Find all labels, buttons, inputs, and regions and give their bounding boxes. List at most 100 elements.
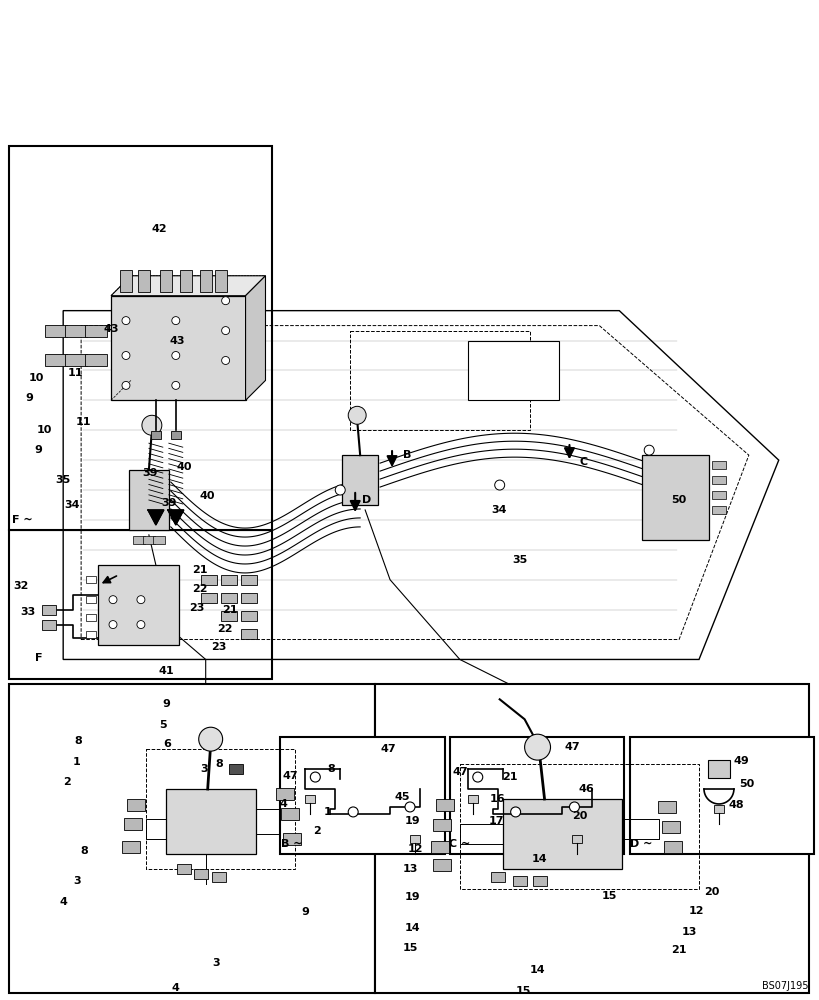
Text: 34: 34 [65,500,79,510]
Bar [85,354,107,366]
Bar [240,611,256,621]
Text: 43: 43 [169,336,184,346]
Bar [374,684,808,993]
Text: 41: 41 [158,666,174,676]
Text: 35: 35 [56,475,70,485]
Text: 9: 9 [25,393,34,403]
Bar [276,788,294,800]
Text: 20: 20 [704,887,719,897]
Text: 47: 47 [451,767,467,777]
Circle shape [198,727,223,751]
Bar [436,799,453,811]
Bar [86,631,96,638]
Bar [45,325,67,337]
Circle shape [524,734,550,760]
Bar [179,270,192,292]
Bar [143,536,155,544]
Text: 1: 1 [72,757,80,767]
Text: 50: 50 [739,779,753,789]
Text: 40: 40 [176,462,192,472]
Circle shape [335,485,345,495]
Bar [240,593,256,603]
Circle shape [172,352,179,359]
Text: 23: 23 [189,603,204,613]
Bar [432,859,450,871]
Text: 11: 11 [67,368,83,378]
Circle shape [109,596,117,604]
Bar [9,530,272,679]
Bar [86,576,96,583]
Text: 2: 2 [313,826,321,836]
Text: 9: 9 [161,699,170,709]
Bar [663,841,681,853]
Bar [129,470,169,530]
Bar [9,146,272,530]
Bar [133,536,145,544]
Bar [86,614,96,621]
Text: 8: 8 [80,846,88,856]
Bar [711,476,725,484]
Text: 21: 21 [222,605,237,615]
Text: 12: 12 [407,844,423,854]
Text: 39: 39 [142,468,157,478]
Text: 3: 3 [73,876,81,886]
Bar [122,841,140,853]
Text: 3: 3 [211,958,219,968]
Bar [502,799,622,869]
Circle shape [109,621,117,629]
Bar [711,506,725,514]
Bar [9,684,374,993]
Bar [220,593,237,603]
Bar [283,833,301,845]
Text: B: B [402,450,410,460]
Text: 15: 15 [515,986,531,996]
Circle shape [221,356,229,364]
Bar [170,431,180,439]
Text: 19: 19 [405,816,420,826]
Bar [450,737,623,854]
Bar [707,760,729,778]
Bar [658,801,676,813]
Bar [459,764,698,889]
Text: 47: 47 [380,744,396,754]
Bar [711,491,725,499]
Circle shape [221,327,229,335]
Circle shape [137,596,145,604]
Bar [350,331,529,430]
Text: C: C [579,457,586,467]
Text: 4: 4 [59,897,67,907]
Bar [65,325,87,337]
Bar [111,296,245,400]
Text: 14: 14 [531,854,547,864]
Text: 39: 39 [161,498,176,508]
Bar [151,431,161,439]
Text: 14: 14 [405,923,420,933]
Text: 15: 15 [601,891,616,901]
Circle shape [221,297,229,305]
Text: 17: 17 [488,816,504,826]
Text: 33: 33 [20,607,36,617]
Bar [711,461,725,469]
Bar [193,869,207,879]
Text: 9: 9 [301,907,309,917]
Circle shape [172,317,179,325]
Text: 47: 47 [564,742,580,752]
Text: 32: 32 [14,581,29,591]
Text: 45: 45 [394,792,410,802]
Text: 2: 2 [63,777,71,787]
Text: 10: 10 [29,373,44,383]
Text: F: F [34,653,42,663]
Bar [215,270,226,292]
Bar [43,605,57,615]
Bar [512,876,526,886]
Text: BS07J195: BS07J195 [761,981,808,991]
Circle shape [137,621,145,629]
Text: F ~: F ~ [12,515,33,525]
Text: 5: 5 [159,720,166,730]
Circle shape [142,415,161,435]
Circle shape [172,381,179,389]
Circle shape [310,772,320,782]
Text: 47: 47 [283,771,298,781]
Bar [160,270,172,292]
Polygon shape [245,276,265,400]
